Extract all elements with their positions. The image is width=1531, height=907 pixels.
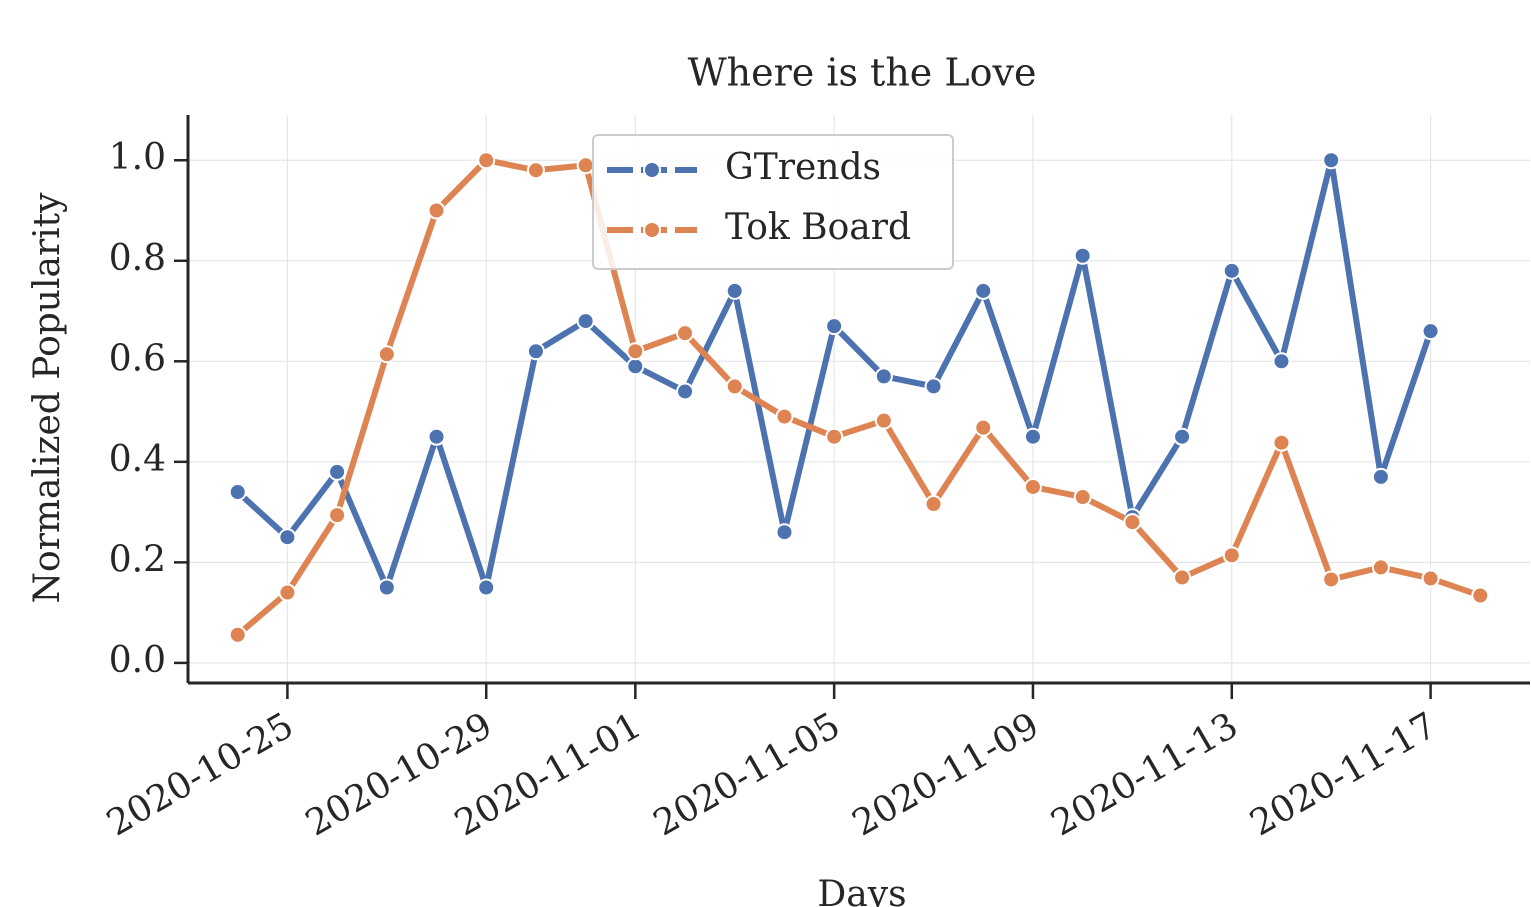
point: [1322, 151, 1341, 170]
point: [924, 377, 943, 396]
chart-title: Where is the Love: [688, 51, 1037, 95]
point: [1123, 513, 1142, 532]
y-tick-label: 0.4: [109, 439, 166, 480]
point: [1471, 586, 1490, 605]
legend: GTrends Tok Board: [592, 134, 954, 270]
legend-marker: [643, 221, 661, 239]
point: [377, 578, 396, 597]
x-tick-label: 2020-11-09: [846, 705, 1046, 844]
x-axis-label: Days: [817, 874, 906, 907]
point: [427, 201, 446, 220]
x-tick-label: 2020-10-25: [100, 705, 300, 844]
point: [427, 427, 446, 446]
point: [1371, 558, 1390, 577]
point: [874, 367, 893, 386]
legend-marker: [643, 161, 661, 179]
point: [974, 418, 993, 437]
point: [278, 583, 297, 602]
point: [526, 161, 545, 180]
point: [825, 427, 844, 446]
point: [1322, 570, 1341, 589]
y-tick-label: 0.8: [109, 238, 166, 279]
x-tick-label: 2020-11-05: [647, 705, 847, 844]
point: [1073, 488, 1092, 507]
x-tick-label: 2020-11-13: [1045, 705, 1245, 844]
point: [1371, 467, 1390, 486]
point: [576, 156, 595, 175]
point: [676, 324, 695, 343]
point: [1173, 568, 1192, 587]
point: [1272, 352, 1291, 371]
y-tick-label: 0.2: [109, 539, 166, 580]
point: [775, 407, 794, 426]
point: [626, 357, 645, 376]
y-tick-label: 1.0: [109, 137, 166, 178]
point: [278, 528, 297, 547]
point: [377, 345, 396, 364]
x-tick-label: 2020-11-17: [1243, 705, 1443, 844]
point: [328, 462, 347, 481]
y-axis-label: Normalized Popularity: [27, 192, 68, 604]
point: [626, 342, 645, 361]
y-tick-label: 0.6: [109, 338, 166, 379]
point: [775, 523, 794, 542]
point: [576, 312, 595, 331]
point: [874, 411, 893, 430]
point: [676, 382, 695, 401]
point: [1073, 246, 1092, 265]
point: [1023, 477, 1042, 496]
point: [477, 578, 496, 597]
point: [1222, 546, 1241, 565]
y-tick-label: 0.0: [109, 640, 166, 681]
series-line: [235, 157, 1482, 638]
point: [1222, 261, 1241, 280]
point: [825, 317, 844, 336]
point: [1272, 433, 1291, 452]
point: [1421, 569, 1440, 588]
point: [1023, 427, 1042, 446]
point: [1173, 427, 1192, 446]
point: [228, 625, 247, 644]
point: [526, 342, 545, 361]
legend-label: GTrends: [725, 147, 881, 188]
point: [725, 377, 744, 396]
point: [725, 281, 744, 300]
legend-label: Tok Board: [725, 207, 911, 248]
point: [228, 482, 247, 501]
point: [328, 506, 347, 525]
point: [1421, 322, 1440, 341]
point: [477, 151, 496, 170]
point: [974, 281, 993, 300]
point: [924, 495, 943, 514]
